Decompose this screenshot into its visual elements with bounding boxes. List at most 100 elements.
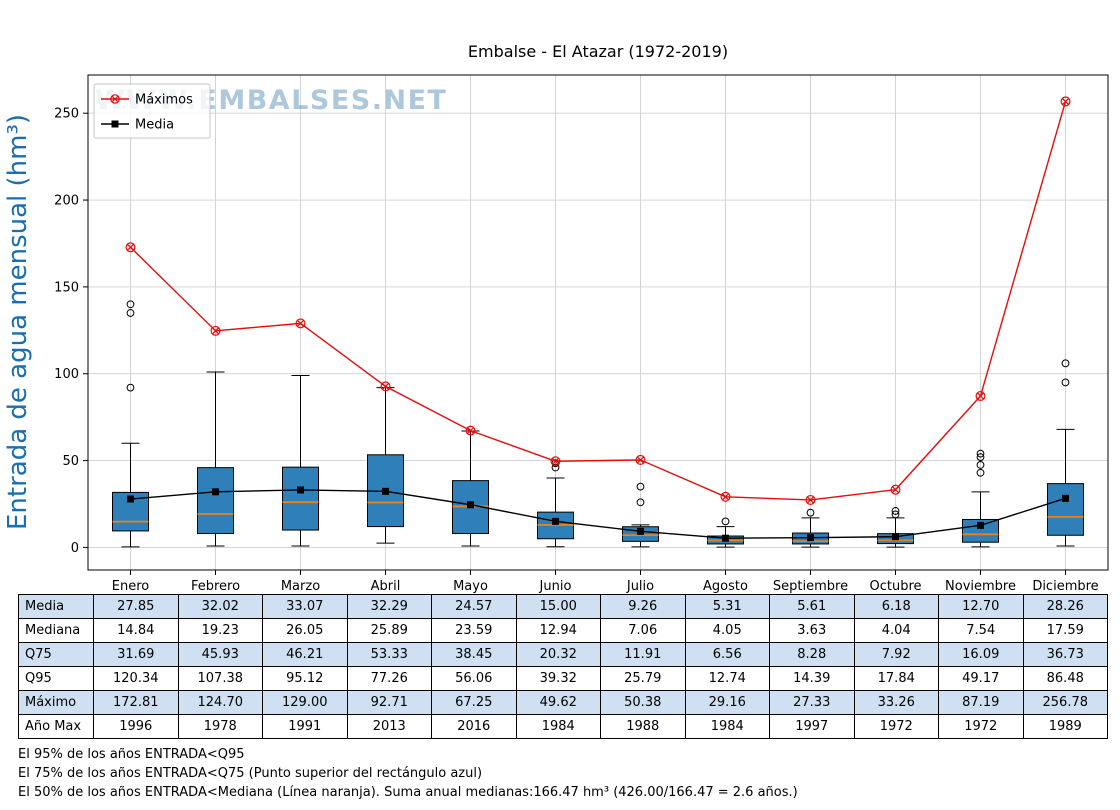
stats-cell: 1996 bbox=[93, 714, 179, 739]
stats-cell: 53.33 bbox=[346, 642, 432, 667]
stats-cell: 86.48 bbox=[1022, 666, 1108, 691]
boxplot-month bbox=[197, 371, 234, 547]
x-tick-label: Septiembre bbox=[773, 579, 848, 594]
y-tick-label: 200 bbox=[54, 194, 79, 209]
y-tick-label: 100 bbox=[54, 367, 79, 382]
legend-media-marker bbox=[111, 120, 119, 128]
stats-cell: 56.06 bbox=[431, 666, 517, 691]
stats-cell: 12.74 bbox=[684, 666, 770, 691]
maximos-marker bbox=[210, 325, 221, 336]
stats-cell: 124.70 bbox=[177, 690, 263, 715]
stats-cell: 25.79 bbox=[600, 666, 686, 691]
stats-cell: 8.28 bbox=[769, 642, 855, 667]
maximos-line bbox=[130, 101, 1067, 501]
maximos-marker bbox=[890, 484, 901, 495]
stats-cell: 16.09 bbox=[938, 642, 1024, 667]
maximos-marker bbox=[295, 318, 306, 329]
stats-cell: 25.89 bbox=[346, 618, 432, 643]
stats-cell: 6.56 bbox=[684, 642, 770, 667]
maximos-marker bbox=[465, 425, 476, 436]
footer-note-mediana: El 50% de los años ENTRADA<Mediana (Líne… bbox=[18, 784, 798, 800]
outlier-point bbox=[976, 468, 985, 477]
stats-row-label: Mediana bbox=[18, 618, 94, 643]
stats-cell: 31.69 bbox=[93, 642, 179, 667]
stats-cell: 1988 bbox=[600, 714, 686, 739]
stats-row: Q95 120.34 107.38 95.12 77.26 56.06 39.32 25.79… bbox=[18, 666, 1108, 691]
media-marker bbox=[977, 521, 984, 529]
maximos-marker bbox=[975, 390, 986, 401]
stats-cell: 14.39 bbox=[769, 666, 855, 691]
stats-cell: 33.07 bbox=[262, 594, 348, 619]
y-axis-label: Entrada de agua mensual (hm³) bbox=[3, 114, 33, 530]
outlier-point bbox=[551, 463, 560, 472]
stats-cell: 49.17 bbox=[938, 666, 1024, 691]
outlier-point bbox=[976, 449, 985, 458]
stats-cell: 1972 bbox=[938, 714, 1024, 739]
stats-cell: 33.26 bbox=[853, 690, 939, 715]
x-tick-label: Mayo bbox=[453, 579, 488, 594]
outlier-point bbox=[721, 517, 730, 526]
stats-cell: 45.93 bbox=[177, 642, 263, 667]
stats-cell: 5.61 bbox=[769, 594, 855, 619]
y-tick-label: 50 bbox=[62, 454, 79, 469]
stats-cell: 38.45 bbox=[431, 642, 517, 667]
outlier-point bbox=[976, 461, 985, 469]
stats-cell: 20.32 bbox=[515, 642, 601, 667]
outlier-point bbox=[636, 482, 645, 491]
x-tick-label: Julio bbox=[626, 579, 654, 594]
stats-cell: 27.85 bbox=[93, 594, 179, 619]
stats-cell: 3.63 bbox=[769, 618, 855, 643]
media-marker bbox=[382, 487, 389, 495]
media-marker bbox=[892, 533, 899, 541]
media-marker bbox=[807, 534, 814, 542]
stats-cell: 46.21 bbox=[262, 642, 348, 667]
media-marker bbox=[637, 527, 644, 535]
stats-cell: 24.57 bbox=[431, 594, 517, 619]
stats-cell: 7.54 bbox=[938, 618, 1024, 643]
stats-cell: 27.33 bbox=[769, 690, 855, 715]
outlier-point bbox=[126, 300, 135, 309]
plot-area: 0 50 100 150 200 250 Enero Febrero Marzo Abril May… bbox=[54, 74, 1109, 594]
stats-cell: 95.12 bbox=[262, 666, 348, 691]
chart: Embalse - El Atazar (1972-2019) 0 50 100 15… bbox=[3, 42, 1109, 594]
outlier-point bbox=[1061, 378, 1070, 387]
legend-label-maximos: Máximos bbox=[135, 93, 193, 108]
stats-row-label: Media bbox=[18, 594, 94, 619]
outlier-point bbox=[976, 453, 985, 462]
outlier-point bbox=[806, 508, 815, 517]
boxplot-month bbox=[282, 374, 319, 547]
y-tick-label: 250 bbox=[54, 107, 79, 122]
series-lines bbox=[125, 96, 1071, 542]
legend-maximos-marker bbox=[110, 94, 120, 104]
stats-row-label: Q95 bbox=[18, 666, 94, 691]
stats-cell: 14.84 bbox=[93, 618, 179, 643]
outlier-point bbox=[1061, 359, 1070, 368]
y-tick-label: 0 bbox=[71, 541, 79, 556]
stats-cell: 9.26 bbox=[600, 594, 686, 619]
axes: 0 50 100 150 200 250 Enero Febrero Marzo Abril May… bbox=[54, 74, 1109, 594]
boxplot-month bbox=[537, 459, 574, 548]
plot-background bbox=[88, 75, 1108, 570]
stats-cell: 28.26 bbox=[1022, 594, 1108, 619]
maximos-marker bbox=[125, 242, 136, 253]
stats-cell: 7.06 bbox=[600, 618, 686, 643]
boxplot-month bbox=[962, 449, 999, 548]
x-tick-label: Junio bbox=[539, 579, 572, 594]
stats-cell: 17.84 bbox=[853, 666, 939, 691]
legend: Máximos Media bbox=[93, 83, 211, 139]
media-marker bbox=[552, 517, 559, 525]
stats-cell: 1997 bbox=[769, 714, 855, 739]
y-tick-label: 150 bbox=[54, 280, 79, 295]
stats-cell: 2013 bbox=[346, 714, 432, 739]
stats-cell: 256.78 bbox=[1022, 690, 1108, 715]
outlier-point bbox=[126, 383, 135, 392]
footer-notes: El 95% de los años ENTRADA<Q95 El 75% de… bbox=[18, 746, 1120, 803]
stats-cell: 12.94 bbox=[515, 618, 601, 643]
x-tick-label: Diciembre bbox=[1032, 579, 1098, 594]
stats-row: Mediana 14.84 19.23 26.05 25.89 23.59 12.94 7.0… bbox=[18, 618, 1108, 643]
stats-cell: 39.32 bbox=[515, 666, 601, 691]
maximos-marker bbox=[1060, 96, 1071, 107]
stats-cell: 29.16 bbox=[684, 690, 770, 715]
stats-cell: 1991 bbox=[262, 714, 348, 739]
stats-cell: 7.92 bbox=[853, 642, 939, 667]
